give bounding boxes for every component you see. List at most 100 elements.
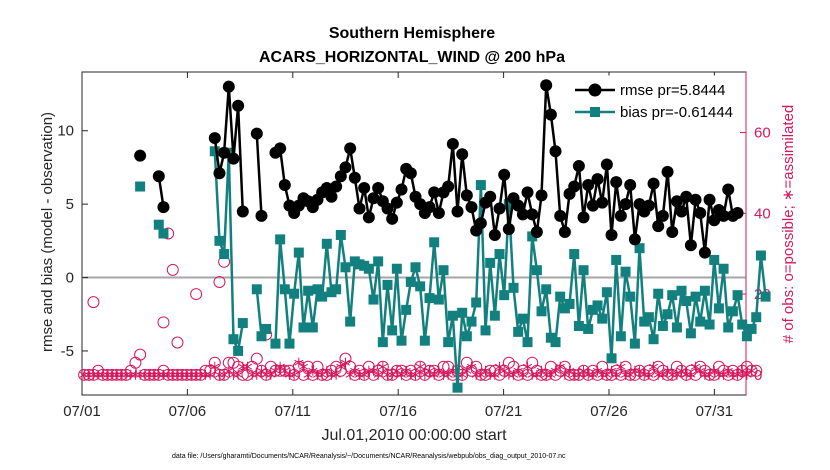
- rmse-point: [661, 165, 674, 178]
- bias-point: [657, 320, 668, 331]
- rmse-point: [208, 132, 221, 145]
- obs-assimilated-point: [186, 369, 197, 380]
- bias-point: [615, 331, 626, 342]
- rmse-point: [516, 208, 529, 221]
- obs-assimilated-point: [149, 369, 159, 380]
- bias-point: [541, 284, 552, 295]
- obs-assimilated-point: [256, 365, 267, 376]
- bias-point: [279, 284, 290, 295]
- bias-point: [475, 180, 486, 191]
- rmse-point: [498, 168, 511, 181]
- obs-assimilated-point: [336, 361, 346, 372]
- bias-point: [457, 307, 468, 318]
- bias-point: [368, 294, 379, 305]
- bias-point: [676, 285, 687, 296]
- rmse-point: [278, 179, 291, 192]
- obs-assimilated-point: [387, 369, 397, 380]
- obs-assimilated-point: [284, 369, 295, 380]
- rmse-point: [358, 181, 371, 194]
- rmse-point: [372, 181, 385, 194]
- obs-assimilated-point: [130, 369, 141, 380]
- obs-assimilated-point: [471, 369, 481, 380]
- obs-assimilated-point: [732, 369, 743, 380]
- obs-assimilated-point: [676, 365, 687, 376]
- rmse-point: [232, 99, 245, 112]
- obs-assimilated-point: [480, 365, 491, 376]
- bias-point: [606, 353, 617, 364]
- obs-assimilated-point: [602, 369, 612, 380]
- bias-point: [363, 263, 374, 274]
- y-tick-label: 10: [57, 123, 74, 140]
- rmse-point: [610, 176, 623, 189]
- legend-rmse-label: rmse pr=5.8444: [620, 82, 725, 99]
- rmse-point: [339, 161, 352, 174]
- bias-point: [536, 306, 547, 317]
- bias-point: [321, 238, 332, 249]
- bias-point: [284, 338, 295, 349]
- rmse-point: [586, 199, 599, 212]
- obs-assimilated-point: [658, 369, 668, 380]
- bias-point: [396, 335, 407, 346]
- bias-point: [270, 338, 281, 349]
- obs-assimilated-point: [522, 361, 533, 372]
- y-right-tick-label: 40: [754, 205, 771, 222]
- rmse-point: [446, 137, 459, 150]
- bias-point: [401, 304, 412, 315]
- rmse-point: [656, 209, 669, 222]
- rmse-point: [680, 190, 693, 203]
- x-axis-label: Jul.01,2010 00:00:00 start: [321, 427, 507, 444]
- rmse-point: [348, 171, 361, 184]
- obs-count-series: [78, 227, 763, 381]
- obs-assimilated-point: [163, 369, 173, 380]
- obs-assimilated-point: [532, 369, 542, 380]
- obs-assimilated-point: [79, 369, 89, 380]
- rmse-point: [474, 217, 487, 230]
- obs-assimilated-point: [662, 365, 673, 376]
- rmse-point: [250, 127, 263, 140]
- obs-assimilated-point: [746, 365, 757, 376]
- bias-point: [550, 337, 561, 348]
- bias-point: [685, 328, 696, 339]
- obs-assimilated-point: [121, 369, 131, 380]
- rmse-point: [502, 223, 515, 236]
- obs-assimilated-point: [354, 369, 365, 380]
- bias-point: [447, 310, 458, 321]
- obs-assimilated-point: [555, 361, 565, 372]
- obs-assimilated-point: [616, 361, 626, 372]
- bias-point: [480, 325, 491, 336]
- bias-point: [517, 313, 528, 324]
- obs-assimilated-point: [126, 369, 136, 380]
- bias-point: [513, 326, 524, 337]
- obs-assimilated-point: [569, 369, 579, 380]
- obs-assimilated-point: [350, 365, 360, 376]
- bias-point: [760, 291, 771, 302]
- obs-possible-point: [157, 316, 170, 329]
- rmse-point: [334, 170, 347, 183]
- rmse-point: [652, 220, 665, 233]
- bias-point: [653, 288, 664, 299]
- obs-assimilated-point: [303, 369, 313, 380]
- rmse-point: [628, 233, 641, 246]
- bias-point: [387, 325, 398, 336]
- obs-assimilated-point: [378, 361, 388, 372]
- obs-assimilated-point: [219, 369, 229, 380]
- bias-point: [214, 235, 225, 246]
- rmse-point: [227, 152, 240, 165]
- bias-point: [135, 181, 146, 192]
- obs-assimilated-point: [340, 357, 351, 368]
- bias-point: [158, 228, 169, 239]
- rmse-point: [708, 214, 721, 227]
- rmse-series: [134, 79, 744, 259]
- obs-assimilated-point: [326, 369, 337, 380]
- obs-assimilated-point: [266, 369, 276, 380]
- obs-possible-point: [87, 296, 100, 309]
- bias-point: [755, 250, 766, 261]
- obs-assimilated-point: [728, 369, 738, 380]
- rmse-point: [717, 209, 730, 222]
- obs-assimilated-point: [648, 361, 659, 372]
- bias-point: [261, 323, 272, 334]
- y-tick-label: 5: [66, 196, 74, 213]
- bias-point: [382, 279, 393, 290]
- obs-assimilated-point: [686, 369, 696, 380]
